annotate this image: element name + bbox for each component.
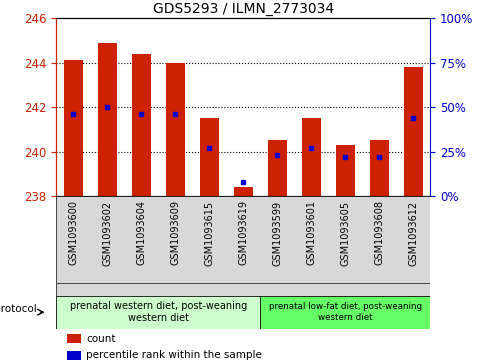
Text: prenatal low-fat diet, post-weaning
western diet: prenatal low-fat diet, post-weaning west… <box>268 302 421 322</box>
Text: GSM1093600: GSM1093600 <box>68 200 78 265</box>
Text: percentile rank within the sample: percentile rank within the sample <box>86 350 262 360</box>
Bar <box>64 60 82 196</box>
Bar <box>56 296 260 329</box>
Text: prenatal western diet, post-weaning
western diet: prenatal western diet, post-weaning west… <box>69 301 246 323</box>
Bar <box>301 118 320 196</box>
Bar <box>267 140 286 196</box>
Bar <box>132 54 150 196</box>
Text: protocol: protocol <box>0 304 36 314</box>
Bar <box>260 296 429 329</box>
Bar <box>165 62 184 196</box>
Bar <box>403 67 422 196</box>
Text: GSM1093602: GSM1093602 <box>102 200 112 265</box>
Text: GSM1093604: GSM1093604 <box>136 200 146 265</box>
Bar <box>335 145 354 196</box>
Text: GSM1093599: GSM1093599 <box>272 200 282 265</box>
Text: GSM1093608: GSM1093608 <box>373 200 384 265</box>
Bar <box>200 118 218 196</box>
Bar <box>67 334 81 343</box>
Text: GSM1093612: GSM1093612 <box>407 200 417 265</box>
Text: GSM1093615: GSM1093615 <box>204 200 214 265</box>
Text: GSM1093605: GSM1093605 <box>340 200 349 265</box>
Bar <box>233 187 252 196</box>
Bar <box>67 351 81 359</box>
Text: GSM1093601: GSM1093601 <box>305 200 316 265</box>
Bar <box>98 42 116 196</box>
Bar <box>369 140 388 196</box>
Text: GSM1093619: GSM1093619 <box>238 200 248 265</box>
Text: GSM1093609: GSM1093609 <box>170 200 180 265</box>
Text: count: count <box>86 334 116 344</box>
Title: GDS5293 / ILMN_2773034: GDS5293 / ILMN_2773034 <box>152 2 333 16</box>
